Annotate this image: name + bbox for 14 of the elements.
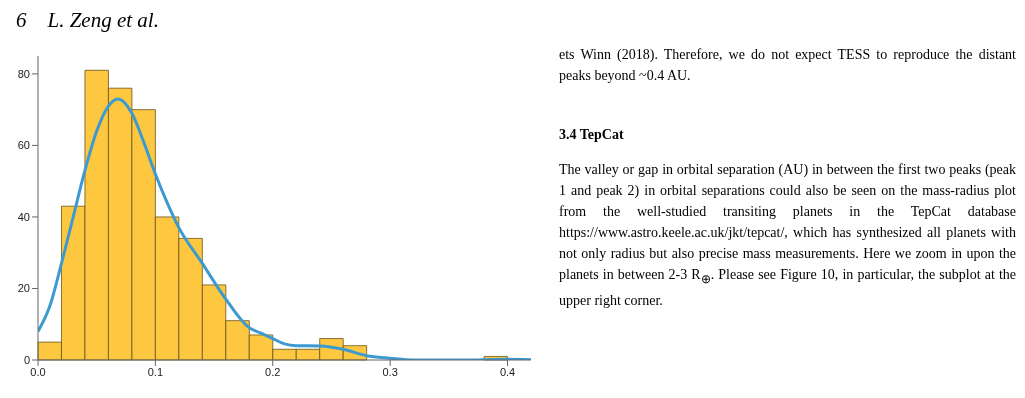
y-tick-label: 80 [17, 67, 30, 80]
x-tick-label: 0.4 [499, 365, 516, 378]
x-tick-label: 0.2 [265, 365, 281, 378]
y-tick-label: 60 [17, 139, 30, 152]
text: 3.4 TepCat [559, 126, 625, 144]
x-tick-label: 0.3 [382, 365, 398, 378]
x-tick-label: 0.0 [30, 365, 46, 378]
x-tick-label: 0.1 [147, 365, 164, 378]
chart-title: 6 L. Zeng et al. [16, 8, 159, 33]
y-tick-label: 20 [17, 282, 30, 295]
y-tick-label: 0 [23, 353, 30, 366]
text: The valley or gap in orbital separation (AU) in between the first two peaks (peak 1 and peak 2) in orbital separations could also be seen on the mass-radius plot from the well-studied transiting planets in the TepCat database https://www.astro.keele.ac.uk/jkt/tepcat/, which has synthesized all planets with not only radius but also precise mass measurements. Here we zoom in upon the planets in between 2-3 R$_{⊕}$. Please see Figure 10, in particular, the subplot at the upper right corner. [559, 162, 1017, 308]
text: ets Winn (2018). Therefore, we do not expect TESS to reproduce the distant peaks beyond ~0.4 AU. [559, 46, 1016, 85]
y-tick-label: 40 [17, 210, 30, 223]
